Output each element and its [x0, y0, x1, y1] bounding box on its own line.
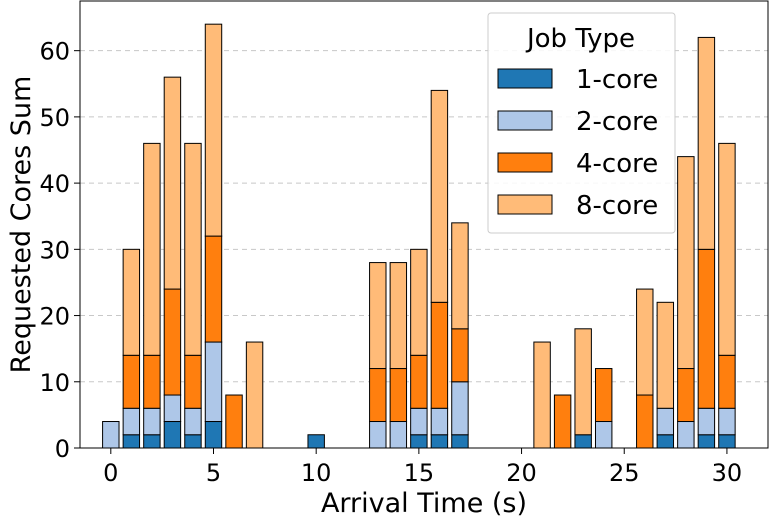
bar-segment-1-core: [143, 434, 161, 449]
bar-segment-1-core: [574, 434, 592, 449]
y-axis: 0 10 20 30 40 50 60: [39, 38, 80, 463]
bar-segment-1-core: [204, 421, 223, 449]
bar-segment-8-core: [410, 248, 428, 356]
bar-segment-2-core: [389, 421, 408, 449]
x-axis-label: Arrival Time (s): [321, 488, 527, 519]
bar-segment-1-core: [307, 434, 325, 449]
legend-swatch-1-core: [497, 68, 553, 89]
x-axis: 0 5 10 15 20 25 30: [103, 448, 742, 487]
y-tick-label: 20: [39, 303, 70, 331]
bar-segment-4-core: [369, 368, 387, 423]
x-tick-label: 30: [712, 459, 743, 487]
bar-segment-2-core: [430, 407, 449, 436]
bar-segment-2-core: [184, 407, 202, 436]
bar-segment-1-core: [184, 434, 202, 449]
bar-segment-8-core: [636, 288, 654, 396]
bar-segment-8-core: [122, 248, 141, 356]
bar-segment-8-core: [430, 89, 449, 303]
y-tick-label: 0: [55, 435, 70, 463]
x-tick-label: 0: [103, 459, 118, 487]
bar-segment-4-core: [553, 394, 572, 449]
y-axis-label: Requested Cores Sum: [6, 76, 37, 374]
y-tick-label: 60: [39, 38, 70, 66]
legend-label-8-core: 8-core: [576, 191, 658, 221]
bar-segment-2-core: [594, 421, 613, 449]
x-tick-label: 5: [206, 459, 221, 487]
bar-segment-8-core: [656, 301, 675, 409]
bar-segment-1-core: [697, 434, 716, 449]
bar-segment-4-core: [122, 354, 141, 409]
plot-frame: [79, 0, 769, 449]
legend-label-4-core: 4-core: [576, 149, 658, 179]
bar-segment-2-core: [451, 381, 469, 436]
bar-segment-4-core: [718, 354, 736, 409]
bar-segment-4-core: [451, 328, 469, 383]
y-tick-label: 50: [39, 104, 70, 132]
bar-segment-8-core: [677, 156, 695, 370]
x-tick-label: 15: [404, 459, 435, 487]
legend-swatch-2-core: [497, 110, 553, 131]
y-tick-label: 10: [39, 369, 70, 397]
bar-segment-2-core: [718, 407, 736, 436]
bars: [102, 23, 736, 449]
bar-segment-4-core: [636, 394, 654, 449]
bar-segment-4-core: [410, 354, 428, 409]
legend-label-1-core: 1-core: [576, 65, 658, 95]
bar-segment-8-core: [184, 142, 202, 356]
bar-segment-2-core: [410, 407, 428, 436]
bar-segment-2-core: [697, 407, 716, 436]
bar-segment-8-core: [697, 36, 716, 250]
bar-segment-2-core: [122, 407, 141, 436]
bar-segment-8-core: [574, 328, 592, 436]
bar-segment-1-core: [430, 434, 449, 449]
bar-segment-1-core: [163, 421, 182, 449]
bar-segment-4-core: [143, 354, 161, 409]
bar-segment-2-core: [204, 341, 223, 423]
x-tick-label: 25: [609, 459, 640, 487]
bar-segment-2-core: [369, 421, 387, 449]
legend-box: [487, 12, 676, 234]
bar-segment-2-core: [163, 394, 182, 423]
y-tick-label: 30: [39, 236, 70, 264]
bar-segment-1-core: [122, 434, 141, 449]
x-tick-label: 20: [506, 459, 537, 487]
legend: Job Type 1-core 2-core 4-core 8-core: [487, 12, 676, 234]
bar-segment-8-core: [245, 341, 264, 449]
bar-segment-8-core: [389, 262, 408, 370]
bar-segment-2-core: [143, 407, 161, 436]
bar-segment-4-core: [594, 368, 613, 423]
bar-segment-2-core: [102, 421, 120, 449]
legend-swatch-8-core: [497, 194, 553, 215]
bar-segment-2-core: [656, 407, 675, 436]
y-tick-label: 40: [39, 170, 70, 198]
x-tick-label: 10: [301, 459, 332, 487]
bar-segment-1-core: [451, 434, 469, 449]
bar-segment-8-core: [718, 142, 736, 356]
bar-segment-2-core: [677, 421, 695, 449]
bar-segment-4-core: [225, 394, 243, 449]
bar-segment-4-core: [697, 248, 716, 409]
bar-segment-8-core: [369, 262, 387, 370]
bar-segment-8-core: [204, 23, 223, 237]
bar-segment-4-core: [389, 368, 408, 423]
bar-segment-8-core: [163, 76, 182, 290]
bar-segment-8-core: [143, 142, 161, 356]
bar-segment-4-core: [430, 301, 449, 409]
bar-segment-1-core: [656, 434, 675, 449]
bar-segment-4-core: [677, 368, 695, 423]
legend-label-2-core: 2-core: [576, 107, 658, 137]
bar-segment-8-core: [451, 222, 469, 330]
bar-segment-4-core: [184, 354, 202, 409]
bar-segment-4-core: [204, 235, 223, 343]
bar-segment-1-core: [410, 434, 428, 449]
bar-segment-8-core: [533, 341, 551, 449]
legend-title: Job Type: [525, 24, 635, 54]
bar-segment-4-core: [163, 288, 182, 396]
legend-swatch-4-core: [497, 152, 553, 173]
bar-segment-1-core: [718, 434, 736, 449]
legend-items: 1-core 2-core 4-core 8-core: [497, 65, 658, 221]
